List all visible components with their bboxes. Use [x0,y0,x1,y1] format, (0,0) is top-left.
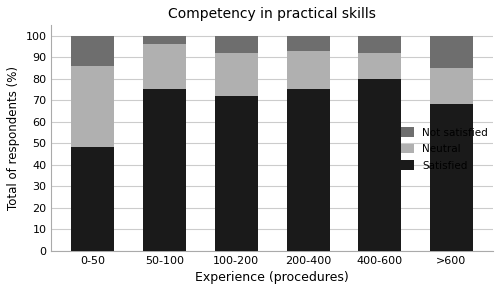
Bar [215,36,258,53]
Legend: Not satisfied, Neutral, Satisfied: Not satisfied, Neutral, Satisfied [402,127,488,171]
Bar [286,89,330,251]
Title: Competency in practical skills: Competency in practical skills [168,7,376,21]
Bar [430,68,473,104]
Bar [430,36,473,68]
Bar [143,89,186,251]
Bar [215,96,258,251]
Bar [286,51,330,89]
Bar [358,53,402,79]
Bar [358,79,402,251]
Bar [286,36,330,51]
Bar [358,36,402,53]
Bar [143,44,186,89]
Bar [72,36,114,66]
Bar [72,66,114,148]
Bar [143,36,186,44]
Bar [430,104,473,251]
Y-axis label: Total of respondents (%): Total of respondents (%) [7,66,20,210]
Bar [215,53,258,96]
X-axis label: Experience (procedures): Experience (procedures) [196,271,349,284]
Bar [72,148,114,251]
